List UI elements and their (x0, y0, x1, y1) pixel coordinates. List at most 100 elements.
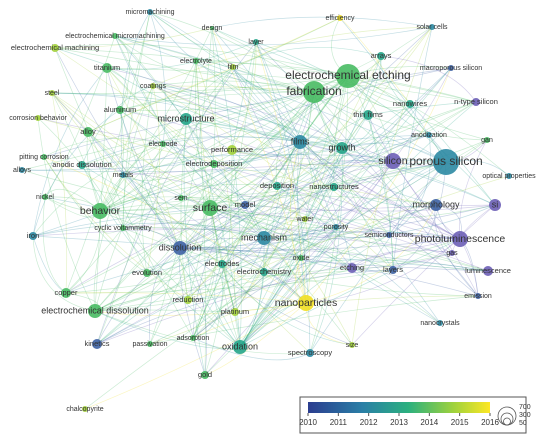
node (448, 65, 454, 71)
link (99, 143, 164, 212)
link (65, 101, 477, 294)
link (146, 252, 453, 277)
link (99, 161, 447, 212)
link (299, 141, 461, 240)
link (308, 91, 337, 228)
link (94, 302, 307, 316)
node-label: titanium (94, 63, 120, 72)
node (19, 167, 25, 173)
node (298, 255, 304, 261)
links (21, 11, 510, 410)
node-label: deposition (260, 181, 294, 190)
link (195, 60, 236, 313)
node-label: gan (481, 137, 493, 144)
link (239, 237, 265, 348)
link (84, 139, 488, 410)
link (239, 238, 461, 348)
node (227, 145, 237, 155)
node-label: thin films (353, 110, 383, 119)
node (241, 201, 249, 209)
link (299, 141, 496, 206)
node (61, 288, 71, 298)
node-label: kinetics (84, 339, 109, 348)
node-label: nickel (36, 194, 54, 201)
size-label: 700 (519, 404, 531, 411)
node-label: coatings (140, 83, 167, 90)
node-label: nanocrystals (420, 320, 460, 327)
link (51, 92, 307, 304)
link (232, 66, 301, 143)
link (96, 207, 211, 345)
node (184, 296, 192, 304)
link (309, 161, 447, 354)
link (409, 103, 496, 206)
node (35, 115, 41, 121)
link (106, 67, 353, 346)
link (42, 196, 67, 294)
node-label: reduction (173, 295, 204, 304)
link (87, 17, 341, 133)
node-label: growth (328, 142, 355, 152)
link (209, 75, 349, 209)
node-label: electrochemical dissolution (41, 305, 149, 315)
link (213, 163, 461, 240)
node (330, 183, 338, 191)
link (211, 16, 433, 29)
node-label: anodization (411, 132, 447, 139)
node (426, 132, 432, 138)
link (96, 143, 164, 345)
link (192, 337, 311, 361)
node (92, 203, 108, 219)
link (99, 161, 447, 212)
link (209, 207, 236, 313)
link (81, 91, 315, 166)
link (114, 35, 211, 209)
node (116, 106, 124, 114)
node-label: alloy (80, 127, 96, 136)
link (309, 75, 349, 354)
link (51, 92, 343, 149)
node-label: emission (464, 293, 492, 300)
link (152, 85, 390, 236)
node (120, 172, 126, 178)
link (275, 91, 315, 187)
link (94, 310, 311, 355)
link (263, 91, 315, 273)
link (392, 67, 452, 162)
link (152, 85, 315, 93)
link (149, 295, 479, 345)
link (179, 247, 489, 272)
node-label: metals (113, 172, 134, 179)
node-label: behavior (80, 205, 121, 217)
link (209, 207, 390, 238)
link (209, 114, 369, 209)
link (114, 35, 265, 239)
link (65, 66, 234, 294)
link (263, 141, 302, 239)
link (51, 92, 68, 294)
link (94, 101, 477, 312)
node-label: electrodes (205, 259, 240, 268)
node-label: cyclic voltammetry (94, 225, 152, 232)
node-label: adsorption (177, 335, 210, 342)
link (99, 210, 302, 259)
link (195, 60, 343, 149)
link (263, 218, 306, 273)
node (433, 149, 459, 175)
link (239, 234, 390, 348)
link (313, 66, 452, 93)
link (263, 231, 461, 240)
size-label: 50 (519, 420, 527, 427)
link (209, 91, 315, 209)
link (94, 143, 164, 312)
node-label: nanostructures (309, 182, 359, 191)
node (298, 295, 314, 311)
link (192, 263, 224, 339)
link (54, 47, 349, 77)
link (54, 47, 181, 249)
link (51, 92, 223, 265)
link (451, 204, 496, 254)
node (336, 64, 360, 88)
link (255, 41, 496, 206)
link (209, 207, 489, 272)
